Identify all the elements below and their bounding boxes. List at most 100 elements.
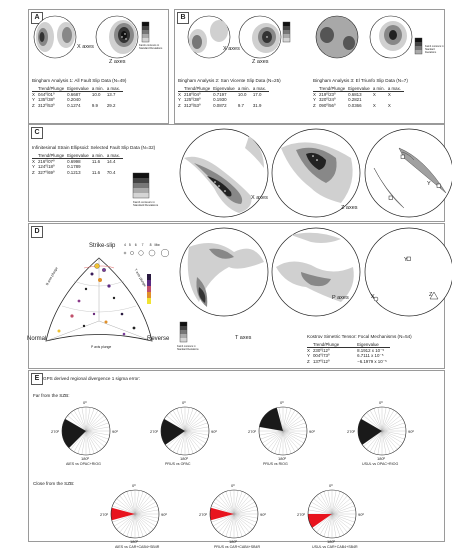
- rose-diagram: [160, 406, 210, 456]
- divergence-wedge: [259, 407, 283, 431]
- rose-caption: USUL vs OPAC+RIOG: [362, 462, 399, 466]
- rose-degree-label: 0º: [231, 483, 235, 488]
- b-table2-title: Bingham Analysis 2: San Vicente Slip Dat…: [178, 78, 281, 83]
- e-far-label: Far from the SZB:: [33, 393, 70, 398]
- d-kostrov-title: Kostrov Simetric Tensor: Focal Mechanism…: [307, 334, 412, 339]
- a-table-title: Bingham Analysis 1: All Fault Slip Data …: [32, 78, 127, 83]
- a-legend-note: Kamb contours in Standard Deviations: [139, 44, 163, 50]
- panel-label-b: B: [177, 12, 189, 24]
- c-legend: [132, 172, 150, 199]
- panel-label-d: D: [31, 226, 43, 238]
- rose-degree-label: 0º: [280, 400, 284, 405]
- e-close-label: Close from the SZB:: [33, 481, 75, 486]
- rose-degree-label: 0º: [379, 400, 383, 405]
- b-table3-title: Bingham Analysis 3: El Triunfo Slip Data…: [313, 78, 408, 83]
- d-t-axes-label: T axes: [235, 335, 252, 341]
- d-strike-slip-label: Strike-slip: [89, 243, 116, 249]
- b-legend-note: Kamb contours in Standard Deviations: [425, 45, 444, 54]
- a-legend: [141, 21, 150, 43]
- table-row: Z 327º/69º 0.1213 11.6 70.4: [32, 169, 116, 175]
- table-row: Y 125º/38º 0.1930: [178, 97, 227, 103]
- divergence-wedge: [111, 507, 135, 521]
- d-depth-colorbar: [147, 274, 151, 304]
- table-row: X 230º/12º 8.1912 x 10⁻⁵: [307, 348, 385, 354]
- rose-degree-label: 270º: [150, 429, 159, 434]
- rose-degree-label: 90º: [408, 429, 414, 434]
- mw-legend: 4 5 6 7 8 Mw: [124, 243, 160, 247]
- mw-7: 7: [141, 243, 144, 247]
- c-legend-note: Kamb contours in Standard Deviations: [133, 200, 159, 208]
- panel-d: D Strike-slip 4 5 6 7 8 Mw B axis plunge T ax…: [27, 223, 452, 369]
- mw-size-circles: [123, 249, 170, 257]
- rose-degree-label: 0º: [182, 400, 186, 405]
- rose-degree-label: 90º: [112, 429, 118, 434]
- divergence-wedge: [308, 514, 332, 528]
- stereonet-c-axes: [364, 128, 452, 218]
- mw-8: 8: [149, 243, 152, 247]
- kaverina-ternary-diagram: [45, 257, 153, 342]
- mw-4: 4: [124, 243, 126, 247]
- rose-degree-label: 180º: [130, 539, 139, 544]
- rose-degree-label: 0º: [132, 483, 136, 488]
- d-kostrov-table: Trend/Plunge Eigenvalue X 230º/12º 8.1912 x…: [307, 342, 390, 364]
- table-row: X 044º/01º 0.6687 10.0 13.7: [32, 92, 116, 98]
- stereonet-a-x: [33, 15, 77, 59]
- d-p-axes-label: P axes: [332, 295, 349, 301]
- c-y-label: Y: [427, 181, 431, 187]
- rose-degree-label: 270º: [248, 429, 257, 434]
- rose-diagram: [110, 489, 160, 539]
- e-title: GPS derived regional divergence 1 sigma …: [43, 376, 141, 381]
- divergence-wedge: [210, 507, 234, 521]
- stereonet-b-z-triunfo: [369, 15, 413, 59]
- divergence-wedge: [62, 419, 86, 448]
- a-x-axes-label: X axes: [77, 44, 94, 50]
- stereonet-d-p: [271, 227, 361, 317]
- rose-degree-label: 90º: [161, 512, 167, 517]
- rose-degree-label: 180º: [377, 456, 386, 461]
- table-row: X 216º/07º 0.6998 11.6 14.4: [32, 159, 116, 165]
- d-legend-note: Kamb contours in Standard Deviations: [177, 345, 199, 351]
- b-legend-1: [282, 21, 291, 43]
- table-row: Z 090º/56º 0.0366 X X: [313, 102, 391, 108]
- mw-5: 5: [128, 243, 131, 247]
- panel-e: E GPS derived regional divergence 1 sigm…: [28, 370, 445, 549]
- panel-b: B X axes Z axes Kamb contours in Standar…: [174, 9, 445, 124]
- d-normal-label: Normal: [27, 336, 47, 342]
- rose-caption: AIES vs OPAC+RIOG: [66, 462, 101, 466]
- table-row: Y 124º/18º 0.1789: [32, 164, 81, 170]
- a-bingham-table: Trend/Plunge Eigenvalue a min. a max. X 044º…: [32, 86, 124, 108]
- rose-degree-label: 270º: [347, 429, 356, 434]
- rose-diagram: [209, 489, 259, 539]
- rose-degree-label: 0º: [83, 400, 87, 405]
- d-z-label: Z: [429, 292, 433, 298]
- rose-degree-label: 270º: [100, 512, 109, 517]
- divergence-wedge: [358, 419, 382, 445]
- rose-degree-label: 180º: [327, 539, 336, 544]
- rose-degree-label: 90º: [211, 429, 217, 434]
- rose-degree-label: 270º: [199, 512, 208, 517]
- stereonet-b-z: [238, 15, 282, 59]
- rose-degree-label: 180º: [81, 456, 90, 461]
- stereonet-b-x-triunfo: [315, 15, 359, 59]
- table-row: X 218º/04º 0.7197 10.0 17.0: [178, 92, 262, 98]
- c-x-axes-label: X axes: [251, 195, 268, 201]
- rose-diagram: [61, 406, 111, 456]
- table-row: Z 312º/53º 0.1274 9.9 29.2: [32, 102, 116, 108]
- rose-degree-label: 90º: [309, 429, 315, 434]
- b-z-axes-label: Z axes: [252, 59, 269, 65]
- table-row: Y 320º/24º 0.2821: [313, 97, 362, 103]
- mw-6: 6: [134, 243, 137, 247]
- stereonet-b-x: [187, 15, 231, 59]
- table-row: Y 004º/73º 6.7111 x 10⁻⁵: [307, 353, 384, 359]
- b-bingham-table-3: Trend/Plunge Eigenvalue a min. a max. X 219º…: [313, 86, 405, 108]
- rose-degree-label: 0º: [329, 483, 333, 488]
- stereonet-a-z: [95, 15, 139, 59]
- table-row: Y 135º/38º 0.2040: [32, 97, 81, 103]
- table-row: Z 312º/53º 0.0872 9.7 31.9: [178, 102, 262, 108]
- rose-caption: PRUS vs OPAC: [165, 462, 191, 466]
- d-y-label: Y: [404, 257, 408, 263]
- stereonet-c-x: [179, 128, 269, 218]
- rose-degree-label: 270º: [297, 512, 306, 517]
- rose-caption: PRUS vs CAR+CAB4+SB4R: [214, 545, 261, 549]
- rose-caption: AIES vs CAR+CAB4+SB4R: [115, 545, 160, 549]
